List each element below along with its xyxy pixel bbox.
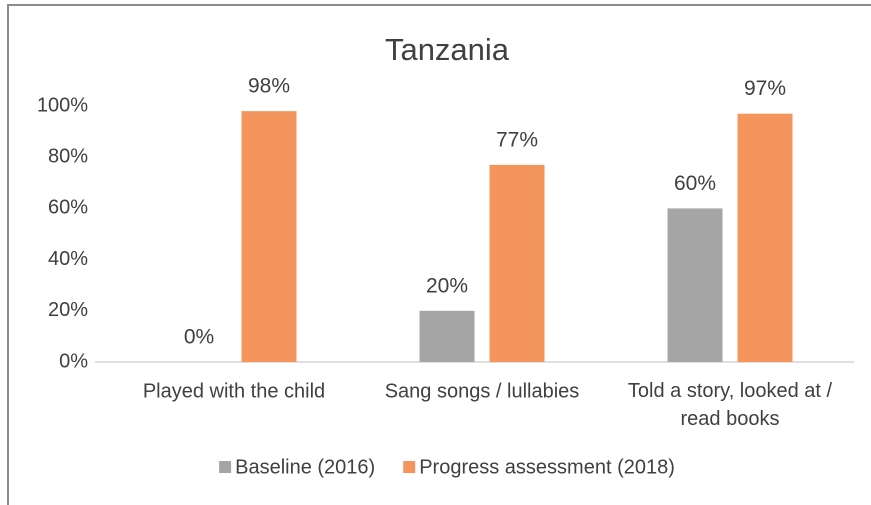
y-tick-label: 0% — [59, 350, 88, 372]
data-label: 60% — [674, 172, 716, 195]
x-tick-label-line: read books — [681, 408, 780, 430]
chart-border — [7, 4, 871, 505]
data-label: 97% — [744, 77, 786, 100]
legend-swatch — [219, 461, 232, 473]
bar — [241, 111, 297, 363]
y-tick-label: 100% — [37, 94, 88, 116]
chart-title: Tanzania — [385, 32, 510, 67]
y-tick-label: 40% — [48, 248, 88, 270]
data-label: 20% — [426, 274, 468, 297]
legend-label: Progress assessment (2018) — [419, 456, 675, 478]
bar — [419, 310, 475, 362]
data-label: 0% — [184, 326, 214, 349]
data-label: 77% — [496, 128, 538, 151]
bar — [667, 208, 723, 362]
bar — [737, 113, 793, 363]
legend-label: Baseline (2016) — [235, 456, 375, 478]
y-tick-label: 20% — [48, 299, 88, 321]
data-label: 98% — [248, 75, 290, 98]
bar — [489, 164, 545, 362]
x-tick-label-line: Told a story, looked at / — [628, 380, 833, 402]
x-tick-label: Sang songs / lullabies — [385, 380, 580, 402]
x-tick-label: Told a story, looked at / read books — [628, 380, 833, 430]
legend-swatch — [403, 461, 416, 473]
y-tick-label: 80% — [48, 145, 88, 167]
y-tick-label: 60% — [48, 197, 88, 219]
x-tick-label: Played with the child — [143, 380, 325, 402]
legend: Baseline (2016) Progress assessment (2018… — [219, 456, 675, 478]
